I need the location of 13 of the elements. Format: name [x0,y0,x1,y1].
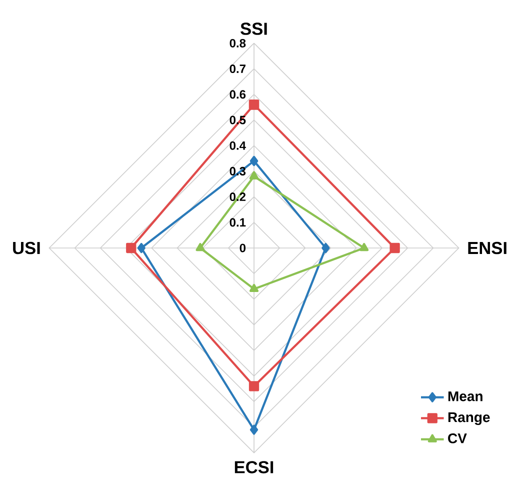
spoke-label: ENSI [468,242,506,254]
y-tick-label: 0 [240,244,246,252]
spoke-label: SSI [240,22,267,35]
spoke-label: ECSI [234,461,274,474]
y-tick-label: 0.1 [230,218,246,227]
y-tick-label: 0.7 [230,64,246,74]
legend-label: CV [448,433,467,444]
legend-label: Mean [448,391,482,402]
y-tick-label: 0.6 [230,90,246,99]
y-tick-label: 0.8 [230,38,246,48]
y-tick-label: 0.4 [230,141,246,150]
legend-label: Range [448,412,490,426]
spoke-label: USI [13,242,40,254]
